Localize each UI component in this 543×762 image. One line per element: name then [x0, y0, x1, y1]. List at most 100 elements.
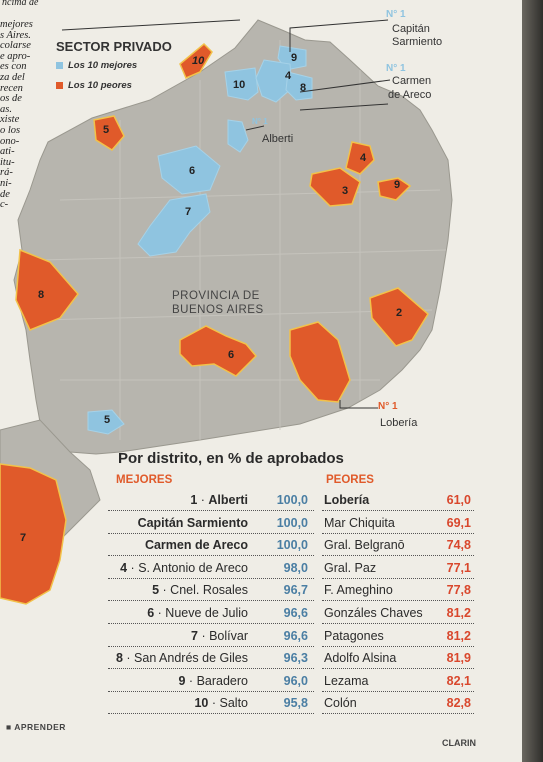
worst-name: Lobería [324, 493, 370, 507]
worst-district-7 [0, 463, 67, 605]
best-name: Capitán Sarmiento [137, 515, 248, 530]
best-district-name: 6 · Nueve de Julio [147, 606, 248, 620]
worst-table-row: Gral. Belgranō 74,8 [322, 533, 474, 557]
best-value: 100,0 [276, 493, 308, 507]
left-column-fragment: o los [0, 125, 21, 136]
best-rank: 6 [147, 606, 155, 620]
worst-column-header: PEORES [326, 474, 374, 486]
best-value: 96,0 [283, 673, 308, 688]
left-column-fragment: os de [0, 93, 22, 105]
worst-district-loberia [289, 321, 351, 403]
worst-district-3 [309, 167, 361, 207]
best-district-4 [255, 59, 293, 103]
worst-name: Lezama [324, 673, 369, 688]
best-rank: 7 [191, 628, 198, 643]
best-name: Alberti [208, 493, 248, 507]
carmen-de-areco-label-2: de Areco [388, 89, 432, 101]
best-name: Bolívar [209, 628, 248, 643]
legend-best-swatch [56, 61, 63, 69]
worst-value: 82,1 [446, 673, 471, 688]
legend-best-label: Los 10 mejores [68, 60, 138, 71]
best-district-7 [137, 193, 211, 257]
best-column-header: MEJORES [116, 474, 173, 486]
footer-source-label: APRENDER [14, 722, 66, 732]
worst-district-10 [179, 42, 213, 79]
best-district-name: 10 · Salto [194, 696, 248, 710]
capitan-sarmiento-number: N° 1 [386, 9, 406, 20]
best-district-8 [285, 71, 313, 101]
worst-value: 77,8 [446, 583, 471, 598]
best-name: Carmen de Areco [144, 538, 248, 553]
map-number-worst-9: 9 [394, 179, 401, 191]
alberti-number: N° 1 [252, 117, 268, 126]
best-district-name: 9 · Baradero [179, 674, 249, 688]
best-value: 96,6 [283, 606, 308, 620]
worst-table-row: Lezama 82,1 [322, 669, 474, 692]
worst-district-4 [345, 141, 375, 175]
map-number-best-10: 10 [233, 79, 246, 91]
map-number-worst-7: 7 [20, 532, 27, 544]
best-district-name: 5 · Cnel. Rosales [152, 583, 248, 597]
best-table-row: 10 · Salto 95,8 [108, 691, 314, 715]
page-edge [522, 0, 543, 762]
map-number-worst-5: 5 [103, 124, 110, 136]
best-table-row: 7 · Bolívar 96,6 [108, 624, 314, 647]
alberti-label: Alberti [262, 133, 294, 145]
map-number-worst-2: 2 [396, 307, 403, 319]
worst-name: Gral. Paz [324, 560, 377, 575]
worst-district-2 [369, 287, 429, 347]
leader-lines [61, 19, 391, 409]
worst-table-row: Colón 82,8 [322, 691, 474, 715]
capitan-sarmiento-label-1: Capitán [392, 23, 430, 35]
best-name: Nueve de Julio [165, 606, 248, 620]
worst-name: Gonzáles Chaves [324, 606, 423, 620]
best-district-name: 7 · Bolívar [191, 629, 248, 643]
loberia-label: Lobería [380, 417, 418, 429]
best-rank: 1 [190, 493, 198, 507]
left-column-fragment: recen [0, 82, 23, 94]
carmen-de-areco-label-1: Carmen [392, 75, 432, 87]
province-label-1: PROVINCIA DE [172, 290, 260, 302]
province-label-2: BUENOS AIRES [172, 304, 264, 316]
worst-district-6 [179, 325, 258, 377]
left-column-fragment: es con [0, 61, 27, 73]
worst-name: Colón [324, 696, 357, 711]
left-column-fragment: e apro- [0, 50, 31, 62]
best-district-6 [157, 145, 221, 195]
map-number-best-7: 7 [185, 206, 192, 218]
best-district-name: Capitán Sarmiento [138, 516, 248, 530]
map-number-worst-3: 3 [342, 185, 349, 197]
worst-table-row: Adolfo Alsina 81,9 [322, 646, 474, 670]
best-table-row: 4 · S. Antonio de Areco 98,0 [108, 556, 314, 579]
best-value: 100,0 [276, 515, 308, 530]
legend-best: Los 10 mejores [56, 61, 137, 71]
worst-district-5 [93, 115, 125, 151]
worst-table-row: Mar Chiquita 69,1 [322, 511, 474, 534]
best-rank: 5 [152, 583, 160, 598]
best-value: 96,6 [283, 628, 308, 643]
best-value: 96,3 [283, 651, 308, 666]
left-column-fragment: itu- [0, 156, 15, 168]
best-rank: 9 [178, 673, 186, 688]
best-table-row: 5 · Cnel. Rosales 96,7 [108, 578, 314, 602]
map-number-best-4: 4 [285, 70, 292, 82]
worst-district-9 [377, 177, 412, 201]
left-column-fragment: ono- [0, 135, 20, 147]
left-column-fragment: ati- [0, 146, 15, 158]
map-number-worst-6: 6 [228, 349, 235, 361]
best-name: Baradero [196, 673, 248, 688]
map-number-best-6: 6 [189, 165, 196, 177]
map-number-worst-10: 10 [192, 55, 205, 67]
best-value: 100,0 [276, 538, 308, 553]
legend-worst: Los 10 peores [56, 81, 132, 91]
carmen-number: N° 1 [386, 63, 406, 74]
worst-value: 81,2 [446, 628, 471, 643]
worst-name: Mar Chiquita [324, 515, 395, 530]
best-name: Salto [219, 696, 249, 711]
best-district-name: Carmen de Areco [145, 538, 248, 552]
worst-name: Gral. Belgranō [324, 538, 405, 553]
best-district-name: 4 · S. Antonio de Areco [120, 561, 248, 575]
worst-districts [0, 42, 429, 605]
best-value: 98,0 [283, 560, 308, 575]
worst-name: Patagones [324, 628, 384, 643]
